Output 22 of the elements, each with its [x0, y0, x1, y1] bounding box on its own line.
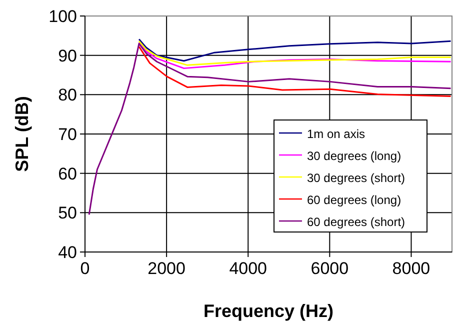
- y-tick-label: 60: [58, 164, 77, 184]
- y-tick-label: 70: [58, 125, 77, 144]
- x-tick-label: 8000: [392, 259, 430, 278]
- y-axis-title: SPL (dB): [12, 96, 32, 172]
- y-tick-label: 90: [58, 46, 77, 66]
- legend-label: 1m on axis: [307, 127, 366, 141]
- line-series: [138, 38, 452, 62]
- legend-label: 60 degrees (long): [307, 193, 402, 207]
- y-tick-label: 50: [58, 204, 77, 223]
- line-series: [88, 42, 452, 216]
- y-tick-label: 80: [58, 86, 77, 105]
- legend-label: 30 degrees (long): [307, 149, 402, 163]
- x-tick-label: 4000: [229, 259, 268, 278]
- x-tick-label: 6000: [310, 259, 349, 278]
- x-axis-title: Frequency (Hz): [203, 301, 334, 321]
- y-tick-label: 40: [58, 243, 77, 262]
- legend-label: 60 degrees (short): [307, 215, 406, 229]
- x-tick-label: 2000: [148, 259, 186, 278]
- line-series: [138, 46, 452, 97]
- legend-label: 30 degrees (short): [307, 171, 406, 185]
- y-tick-label: 100: [48, 7, 77, 26]
- x-tick-label: 0: [80, 259, 90, 278]
